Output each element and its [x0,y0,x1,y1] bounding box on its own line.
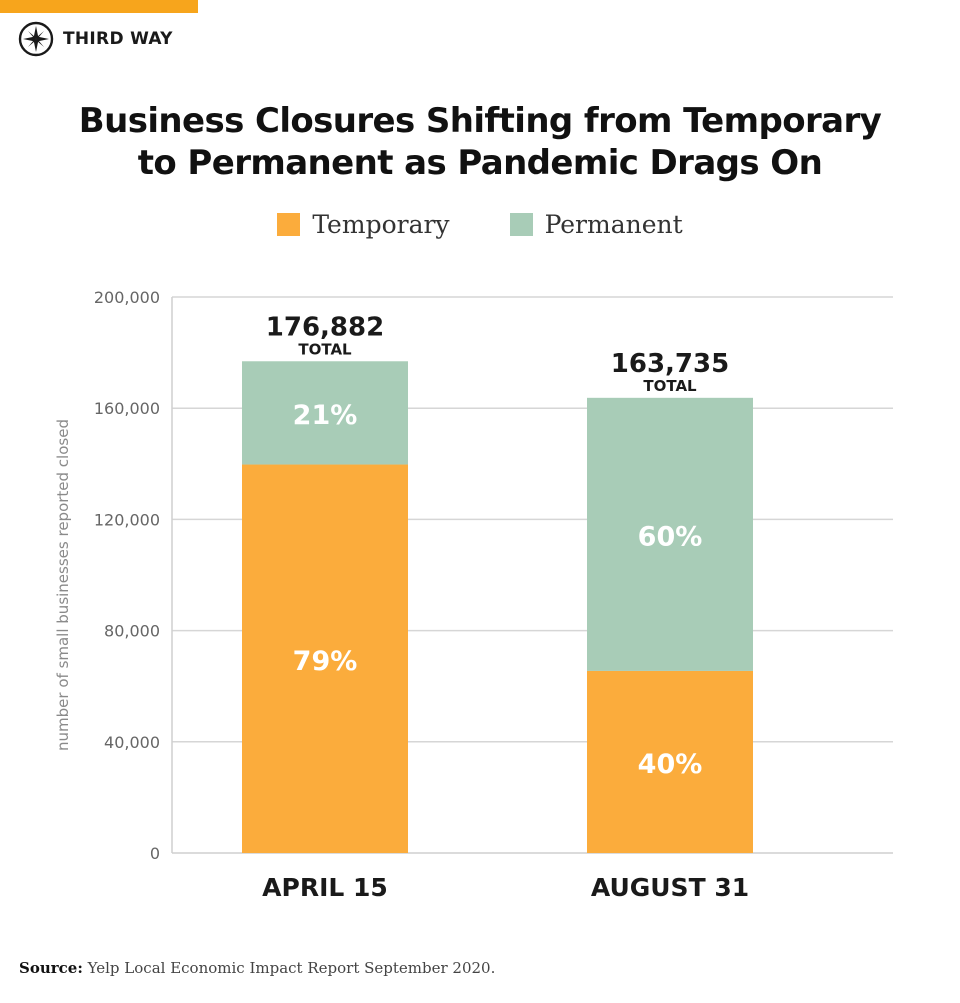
y-tick-label: 0 [150,844,160,863]
bar-temporary-2 [587,670,753,853]
bar-total-value: 176,882 [266,312,384,342]
bar-pct-label: 40% [638,749,703,780]
legend-item-temporary: Temporary [277,210,450,239]
y-tick-label: 160,000 [94,399,160,418]
legend-swatch-permanent [509,213,533,236]
compass-rose-icon [18,21,54,57]
brand-name: THIRD WAY [63,29,173,49]
y-tick-label: 200,000 [94,288,160,307]
brand-accent-bar [0,0,198,13]
x-tick-label: APRIL 15 [262,873,388,902]
legend-item-permanent: Permanent [509,210,683,239]
bar-total-suffix: TOTAL [643,377,697,395]
chart-title: Business Closures Shifting from Temporar… [0,100,960,184]
bar-pct-label: 79% [293,646,358,677]
legend-label-temporary: Temporary [312,210,450,239]
legend-swatch-temporary [277,213,301,236]
source-label: Source: [19,959,83,977]
y-tick-label: 80,000 [104,622,160,641]
chart-title-line1: Business Closures Shifting from Temporar… [78,101,882,141]
bar-permanent-1 [242,361,408,465]
y-tick-label: 40,000 [104,733,160,752]
y-axis-title: number of small businesses reported clos… [54,419,72,751]
y-tick-label: 120,000 [94,510,160,529]
bar-pct-label: 21% [293,400,358,431]
bar-total-value: 163,735 [611,349,729,379]
brand: THIRD WAY [18,21,173,57]
bar-pct-label: 60% [638,521,703,552]
legend: Temporary Permanent [0,210,960,239]
x-tick-label: AUGUST 31 [591,873,749,902]
bar-permanent-2 [587,397,753,671]
source-note: Source: Yelp Local Economic Impact Repor… [19,959,495,977]
bar-total-suffix: TOTAL [298,340,352,358]
bar-temporary-1 [242,464,408,853]
legend-label-permanent: Permanent [544,210,683,239]
chart-title-line2: to Permanent as Pandemic Drags On [137,143,823,183]
source-text: Yelp Local Economic Impact Report Septem… [87,959,496,977]
